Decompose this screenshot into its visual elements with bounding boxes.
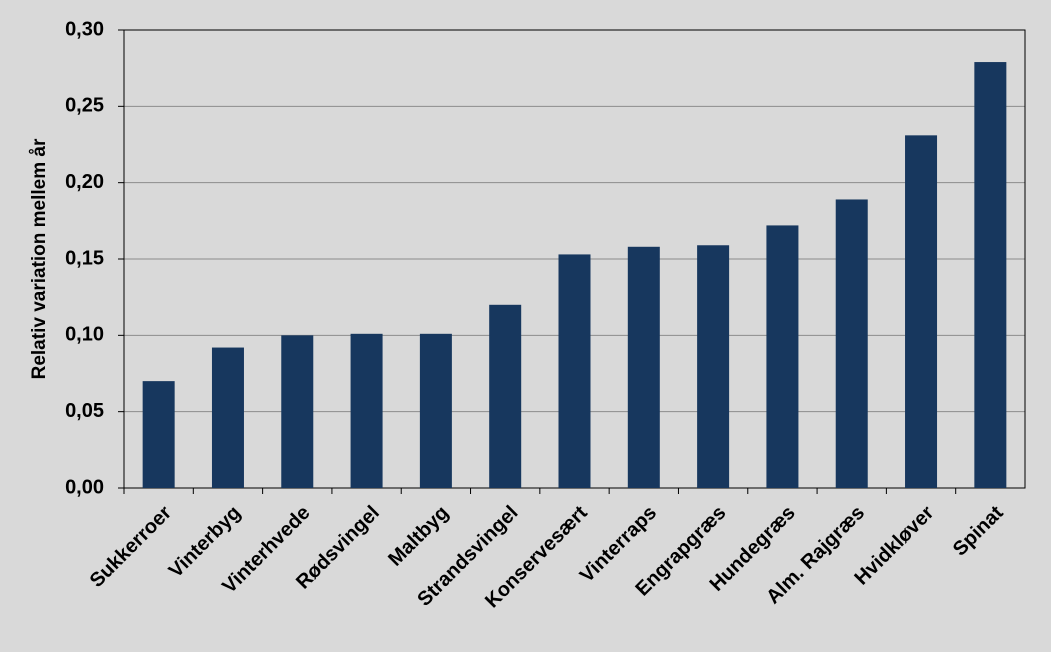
bar (419, 333, 452, 488)
y-axis-title: Relativ variation mellem år (29, 138, 50, 379)
bar (489, 304, 522, 488)
bar (905, 135, 938, 488)
y-tick-label: 0,15 (65, 247, 104, 269)
bar (281, 335, 314, 488)
bar (142, 381, 175, 488)
bar (835, 199, 868, 488)
bar (211, 347, 244, 488)
y-tick-label: 0,25 (65, 95, 104, 117)
bar (766, 225, 799, 488)
bar (974, 62, 1007, 489)
bar (350, 333, 383, 488)
bar (697, 245, 730, 488)
y-tick-label: 0,05 (65, 400, 104, 422)
bar (627, 246, 660, 488)
y-tick-label: 0,20 (65, 171, 104, 193)
y-tick-label: 0,10 (65, 324, 104, 346)
bar (558, 254, 591, 488)
y-tick-label: 0,00 (65, 476, 104, 498)
y-tick-label: 0,30 (65, 18, 104, 40)
